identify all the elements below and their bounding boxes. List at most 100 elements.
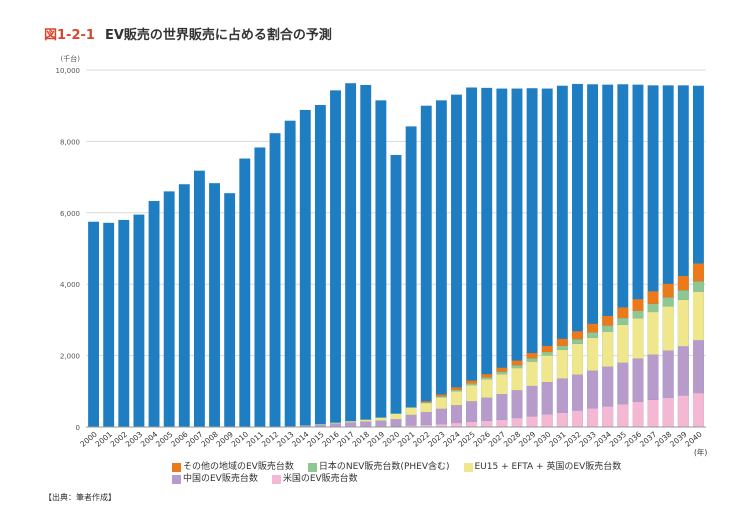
bar-segment-other [466, 380, 478, 384]
bar-segment-china [360, 421, 372, 427]
bar-segment-china [511, 390, 523, 419]
bar-segment-japan [632, 310, 644, 319]
bar-segment-china [451, 405, 462, 424]
bar-segment-japan [451, 389, 462, 392]
bar-segment-other [632, 299, 644, 311]
bar-total [451, 94, 462, 428]
bar-segment-china [572, 374, 583, 411]
bar-total [88, 221, 100, 427]
bar-segment-china [466, 401, 478, 423]
bar-segment-us [405, 425, 417, 427]
legend-swatch [463, 462, 473, 472]
bar-total [556, 85, 568, 427]
bar-total [526, 88, 538, 427]
bar-segment-us [541, 414, 553, 427]
bar-total [692, 85, 704, 427]
bar-total [133, 214, 145, 427]
bar-segment-japan [526, 358, 538, 362]
bar-segment-japan [692, 281, 704, 292]
legend-label: 日本のNEV販売台数(PHEV含む) [318, 462, 450, 472]
bar-segment-china [375, 420, 387, 427]
bar-segment-us [572, 410, 583, 427]
bar-segment-china [602, 366, 614, 407]
bar-total [390, 154, 402, 427]
bar-segment-eu [330, 422, 341, 424]
bar-total [511, 88, 523, 428]
bar-segment-eu [541, 355, 553, 383]
bar-total [118, 219, 130, 427]
y-tick-label: 2,000 [60, 353, 80, 361]
legend-item-us: 米国のEV販売台数 [271, 473, 358, 485]
source-note: 【出典：筆者作成】 [44, 493, 116, 502]
bar-segment-eu [602, 331, 614, 367]
y-tick-label: 8,000 [60, 138, 80, 146]
bar-segment-china [496, 394, 508, 420]
bar-segment-eu [420, 403, 432, 413]
bar-segment-us [602, 406, 614, 427]
bar-segment-us [451, 423, 462, 427]
bar-segment-other [451, 387, 462, 390]
figure-title: 図1-2-1 EV販売の世界販売に占める割合の予測 [44, 24, 332, 43]
bar-segment-japan [677, 290, 689, 300]
bar-segment-other [677, 275, 689, 291]
bar-segment-china [677, 346, 689, 396]
legend-swatch [271, 474, 281, 484]
bar-total [405, 126, 417, 427]
bar-segment-other [541, 345, 553, 353]
bar-segment-japan [662, 297, 674, 307]
bar-total [572, 83, 583, 427]
bar-segment-japan [541, 352, 553, 356]
chart-legend: その他の地域のEV販売台数 日本のNEV販売台数(PHEV含む) EU15 + EF… [172, 461, 732, 485]
bar-segment-eu [526, 361, 538, 386]
bar-segment-us [556, 412, 568, 427]
bar-segment-japan [481, 377, 493, 380]
y-axis-unit: (千台) [61, 54, 81, 63]
legend-swatch [172, 474, 181, 484]
bar-segment-japan [602, 325, 614, 332]
bar-segment-japan [466, 383, 478, 386]
bar-total [209, 183, 220, 427]
bar-segment-eu [375, 417, 387, 421]
bar-segment-eu [647, 312, 659, 355]
bar-segment-japan [556, 345, 568, 350]
bar-segment-eu [662, 306, 674, 351]
bar-total [375, 100, 387, 427]
legend-item-other: その他の地域のEV販売台数 [172, 461, 294, 473]
legend-label: EU15 + EFTA + 英国のEV販売台数 [474, 462, 622, 472]
bar-total [269, 133, 281, 427]
bar-segment-eu [435, 397, 447, 409]
bar-segment-china [330, 423, 341, 427]
bar-total [254, 147, 266, 427]
bar-segment-other [420, 401, 432, 403]
bar-segment-eu [345, 421, 357, 423]
legend-swatch [172, 462, 181, 472]
legend-item-eu: EU15 + EFTA + 英国のEV販売台数 [463, 461, 622, 473]
bar-segment-other [662, 283, 674, 298]
bar-segment-china [420, 412, 432, 425]
bar-segment-china [632, 358, 644, 403]
bar-total [193, 170, 205, 427]
bar-total [239, 158, 251, 427]
bar-total [314, 104, 326, 428]
legend-label: その他の地域のEV販売台数 [183, 462, 294, 472]
bar-segment-china [390, 419, 402, 427]
bar-segment-other [511, 360, 523, 366]
bar-segment-us [587, 408, 599, 427]
legend-item-japan: 日本のNEV販売台数(PHEV含む) [307, 461, 450, 473]
bar-segment-eu [496, 374, 508, 395]
bar-segment-china [345, 422, 357, 427]
bar-total [496, 88, 508, 428]
bar-total [330, 90, 341, 427]
bar-segment-china [299, 425, 311, 427]
bar-segment-us [466, 422, 478, 427]
bar-segment-china [405, 414, 417, 426]
bar-segment-us [420, 424, 432, 427]
bar-segment-eu [556, 349, 568, 379]
bar-segment-japan [572, 339, 583, 344]
legend-row: 中国のEV販売台数 米国のEV販売台数 [172, 473, 732, 485]
bar-segment-other [617, 307, 629, 319]
bar-segment-eu [466, 385, 478, 402]
bar-segment-other [556, 338, 568, 346]
bar-segment-other [602, 315, 614, 326]
